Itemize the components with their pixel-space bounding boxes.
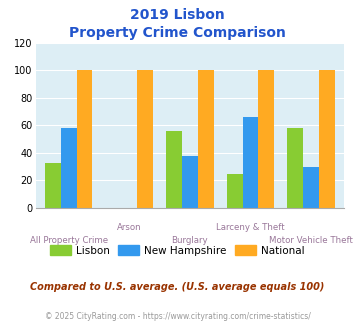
Text: Compared to U.S. average. (U.S. average equals 100): Compared to U.S. average. (U.S. average … [30,282,325,292]
Bar [198,70,214,208]
Bar [166,131,182,208]
Text: Larceny & Theft: Larceny & Theft [216,223,285,232]
Bar [77,70,92,208]
Legend: Lisbon, New Hampshire, National: Lisbon, New Hampshire, National [46,241,309,260]
Text: All Property Crime: All Property Crime [30,236,108,245]
Bar [303,167,319,208]
Text: Burglary: Burglary [171,236,208,245]
Bar [319,70,335,208]
Text: © 2025 CityRating.com - https://www.cityrating.com/crime-statistics/: © 2025 CityRating.com - https://www.city… [45,312,310,321]
Bar [288,128,303,208]
Bar [137,70,153,208]
Bar [182,156,198,208]
Text: Property Crime Comparison: Property Crime Comparison [69,26,286,40]
Bar [227,174,242,208]
Bar [242,117,258,208]
Bar [45,163,61,208]
Text: Motor Vehicle Theft: Motor Vehicle Theft [269,236,353,245]
Bar [258,70,274,208]
Text: 2019 Lisbon: 2019 Lisbon [130,8,225,22]
Bar [61,128,77,208]
Text: Arson: Arson [117,223,142,232]
